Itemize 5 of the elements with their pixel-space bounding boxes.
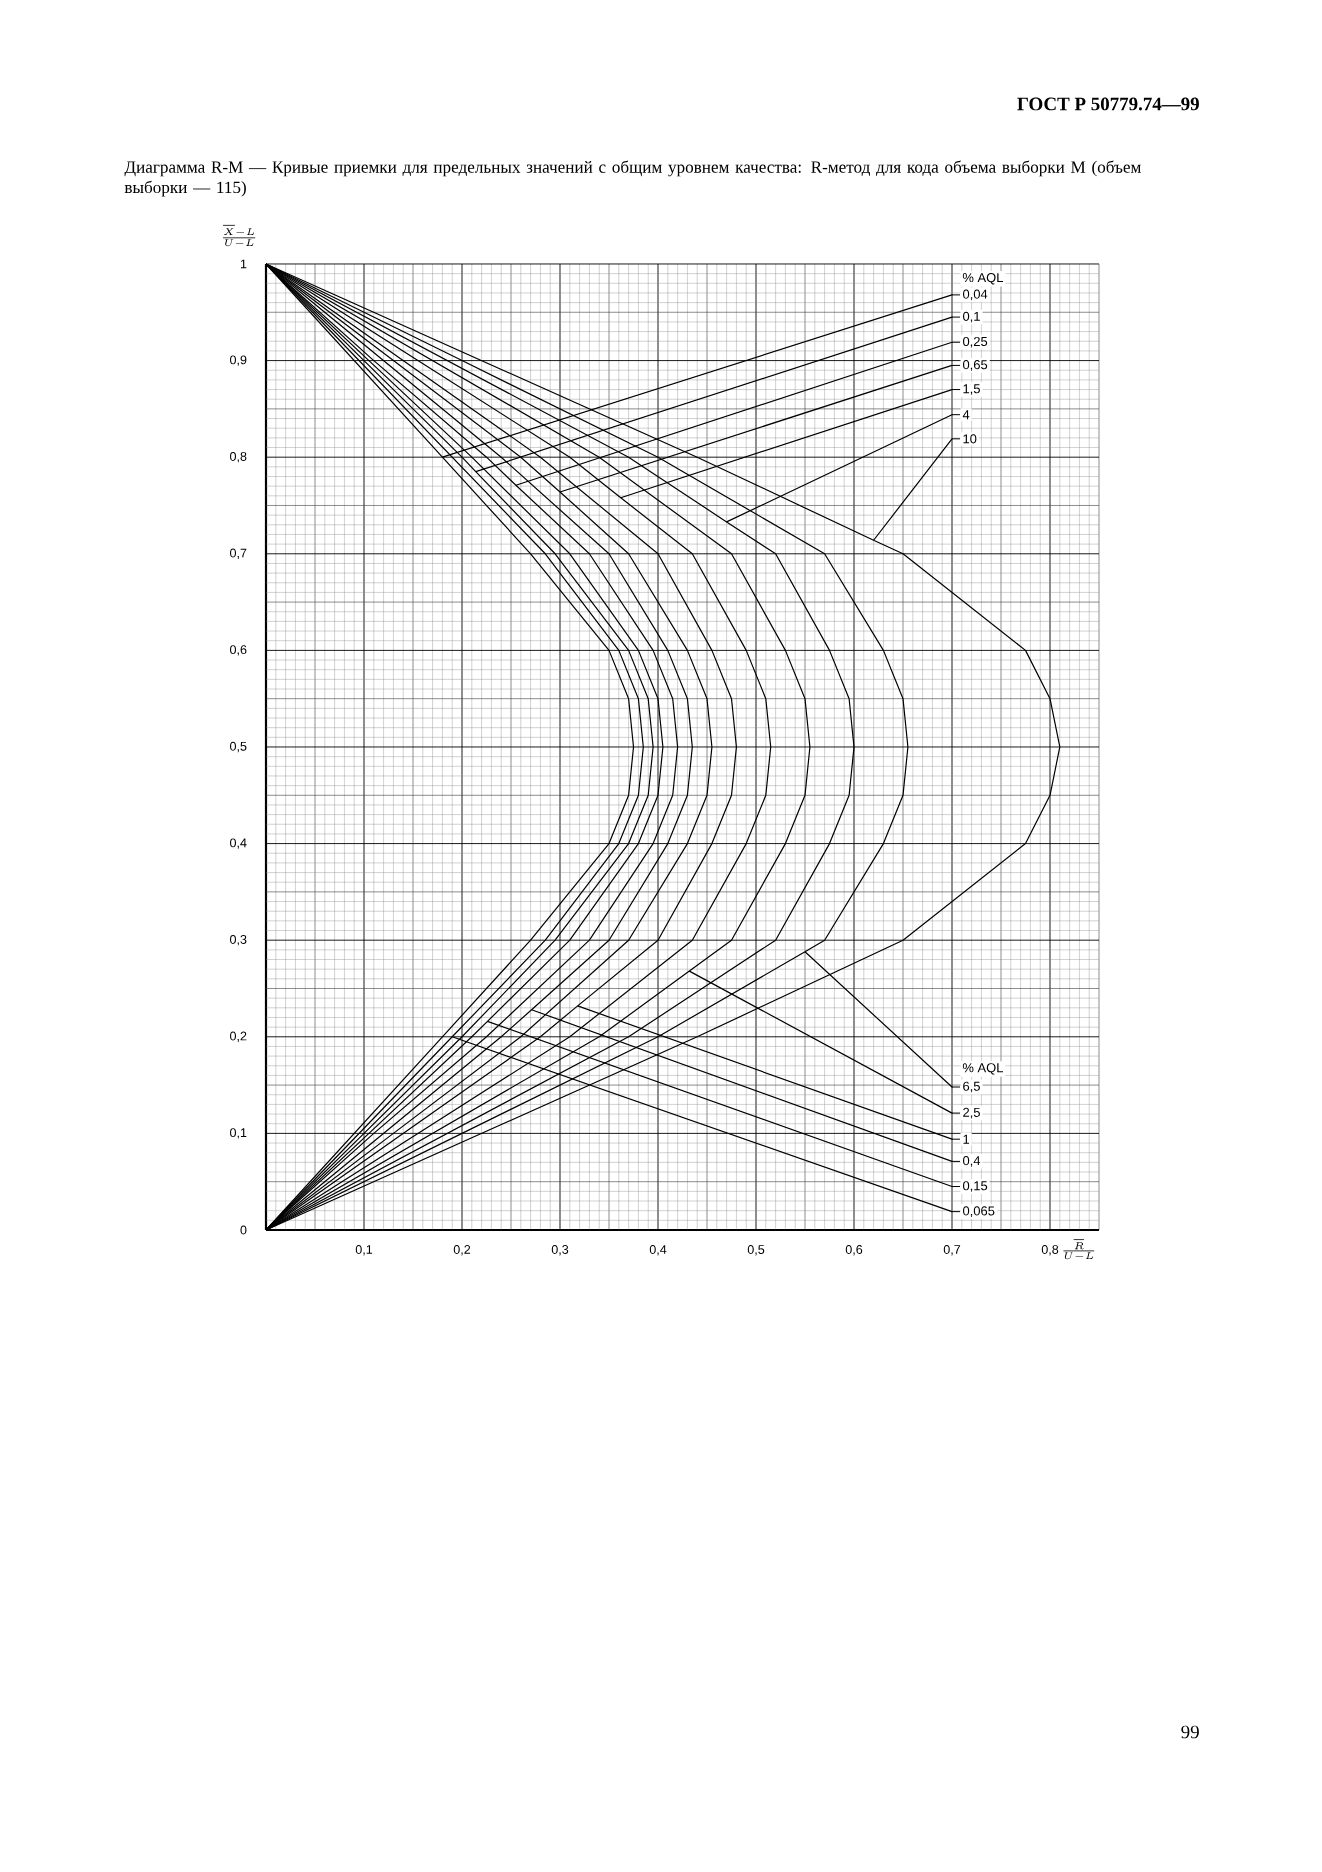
text: 99 [1181,1725,1199,1739]
chart-title: Диаграмма R-M — Кривые приемки для предельных значений с общим уровнем качества: R-метод для кода объема выборки M (объем выборки — 115) [124,160,1141,197]
y-axis-title: $\frac{\overline{X}-L}{U-L}$ [223,225,256,247]
text: ГОСТ Р 50779.74—99 [1017,97,1199,111]
x-axis-title: $\frac{\overline{R}}{U-L}$ [1063,1239,1095,1260]
